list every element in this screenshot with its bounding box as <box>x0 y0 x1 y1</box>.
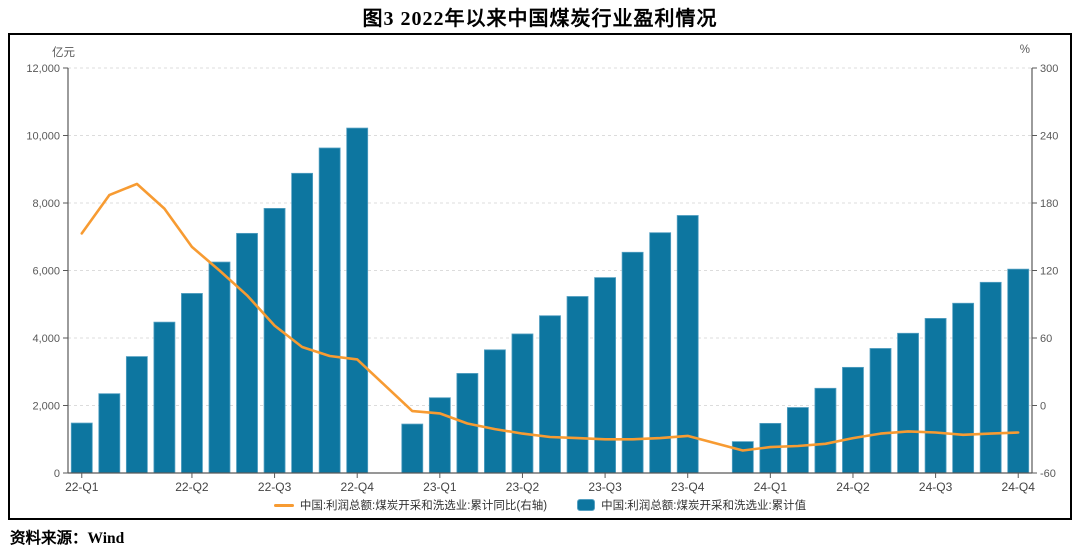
right-axis-ticks: -60 0 60 120 180 240 300 <box>1032 63 1058 480</box>
bar-series-label: 中国:利润总额:煤炭开采和洗选业:累计值 <box>601 500 807 512</box>
bar <box>291 172 314 474</box>
legend-item-cumulative-bar: 中国:利润总额:煤炭开采和洗选业:累计值 <box>577 497 806 513</box>
line-series-label: 中国:利润总额:煤炭开采和洗选业:累计同比(右轴) <box>299 500 548 512</box>
left-axis-tick-label: 12,000 <box>26 63 60 75</box>
right-axis-tick-label: 0 <box>1040 401 1046 413</box>
right-axis-tick-label: 120 <box>1040 266 1058 278</box>
x-axis-tick-label: 22-Q3 <box>258 480 292 494</box>
chart-title: 图3 2022年以来中国煤炭行业盈利情况 <box>362 8 718 30</box>
bar <box>346 127 369 474</box>
bar-series-swatch-icon <box>577 499 596 511</box>
bar <box>594 277 616 474</box>
bar <box>897 332 919 474</box>
source-note: 资料来源：Wind <box>10 530 125 547</box>
x-axis-tick-label: 24-Q1 <box>754 480 788 494</box>
x-axis-tick-label: 23-Q2 <box>506 480 540 494</box>
bar <box>401 423 424 474</box>
bar <box>70 422 93 474</box>
bar <box>98 393 121 474</box>
x-axis-tick-label: 24-Q4 <box>1002 480 1036 494</box>
chart-frame: 0 2,000 4,000 6,000 8,000 10,000 12,000 -60 0 60 1… <box>8 33 1072 520</box>
bar <box>236 232 258 474</box>
x-axis-tick-label: 24-Q2 <box>836 480 870 494</box>
bar <box>924 318 947 474</box>
bar <box>676 215 699 474</box>
x-axis-tick-label: 23-Q1 <box>423 480 457 494</box>
bar <box>566 296 589 474</box>
left-axis-tick-label: 10,000 <box>26 131 60 143</box>
legend: 中国:利润总额:煤炭开采和洗选业:累计同比(右轴) 中国:利润总额:煤炭开采和洗… <box>10 497 1070 513</box>
left-axis-ticks: 0 2,000 4,000 6,000 8,000 10,000 12,000 <box>26 63 68 480</box>
left-axis-tick-label: 6,000 <box>32 266 60 278</box>
yoy-line <box>80 182 1020 452</box>
right-axis-tick-label: -60 <box>1040 468 1056 480</box>
bar <box>814 387 837 474</box>
left-axis-tick-label: 0 <box>54 468 60 480</box>
right-axis-tick-label: 180 <box>1040 198 1058 210</box>
x-axis-tick-label: 22-Q4 <box>341 480 375 494</box>
left-axis-tick-label: 8,000 <box>32 198 60 210</box>
bar <box>842 366 864 474</box>
bar <box>318 147 341 474</box>
left-axis-tick-label: 2,000 <box>32 401 60 413</box>
bar <box>731 441 754 474</box>
legend-item-yoy-line: 中国:利润总额:煤炭开采和洗选业:累计同比(右轴) <box>273 497 548 513</box>
x-axis-tick-label: 24-Q3 <box>919 480 953 494</box>
bar <box>428 397 451 474</box>
left-axis-tick-label: 4,000 <box>32 333 60 345</box>
right-axis-tick-label: 300 <box>1040 63 1058 75</box>
x-axis-tick-label: 22-Q2 <box>175 480 209 494</box>
bar <box>125 356 148 474</box>
bars-series <box>70 127 1030 474</box>
x-axis-tick-label: 23-Q4 <box>671 480 705 494</box>
line-series-swatch-icon <box>273 503 294 507</box>
bar <box>979 281 1002 474</box>
bar <box>786 407 809 474</box>
bar <box>511 333 534 474</box>
x-axis-tick-label: 23-Q3 <box>588 480 622 494</box>
profit-chart-canvas: 0 2,000 4,000 6,000 8,000 10,000 12,000 -60 0 60 1… <box>26 63 1058 494</box>
right-axis-unit-label: % <box>1019 44 1030 56</box>
x-axis-ticks: 22-Q1 22-Q2 22-Q3 22-Q4 23-Q1 23-Q2 23-Q3 23-Q4… <box>65 473 1035 494</box>
bar <box>869 348 892 474</box>
right-axis-tick-label: 60 <box>1040 333 1052 345</box>
bar <box>208 261 231 474</box>
bar <box>952 302 975 474</box>
bar <box>539 315 561 474</box>
bar <box>263 207 286 474</box>
bar <box>153 321 176 474</box>
bar <box>1007 268 1030 474</box>
bar <box>484 349 506 474</box>
x-axis-tick-label: 22-Q1 <box>65 480 99 494</box>
right-axis-tick-label: 240 <box>1040 131 1058 143</box>
bar <box>181 293 203 474</box>
left-axis-unit-label: 亿元 <box>52 47 75 59</box>
